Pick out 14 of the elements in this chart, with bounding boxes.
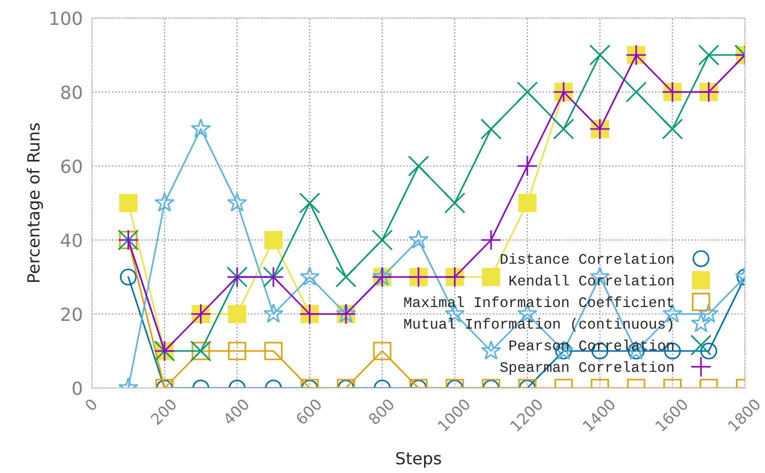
y-tick-label: 80 [61, 85, 82, 100]
y-tick-label: 20 [61, 307, 82, 322]
y-tick-label: 40 [60, 233, 82, 248]
x-tick-label: 800 [368, 398, 395, 426]
y-tick-label: 100 [50, 11, 82, 26]
x-tick-label: 0 [84, 398, 98, 412]
y-tick-label: 0 [72, 381, 82, 396]
legend-label: Distance Correlation [500, 253, 674, 264]
x-tick-label: 600 [295, 398, 322, 426]
x-tick-label: 200 [150, 398, 178, 426]
x-axis-title: Steps [396, 452, 441, 468]
y-tick-label: 60 [61, 159, 82, 174]
y-axis-title: Percentage of Runs [26, 123, 43, 282]
x-tick-label: 400 [222, 398, 250, 426]
